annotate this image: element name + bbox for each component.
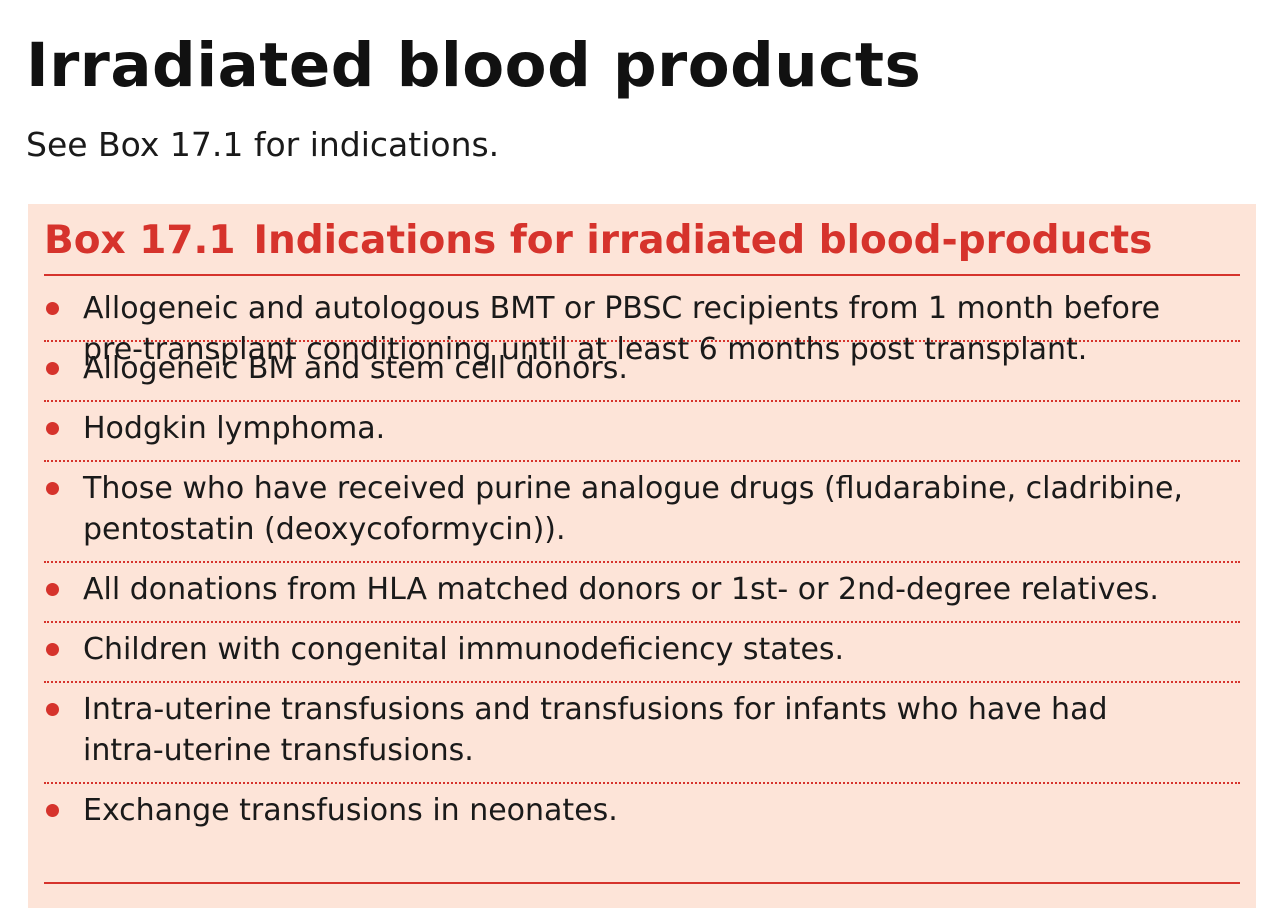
bullet-icon	[46, 302, 59, 315]
bullet-icon	[46, 362, 59, 375]
page-title: Irradiated blood products	[26, 30, 922, 101]
list-item: Intra-uterine transfusions and transfusi…	[44, 683, 1240, 784]
list-item-text: Intra-uterine transfusions and transfusi…	[83, 692, 1108, 768]
list-item: Those who have received purine analogue …	[44, 462, 1240, 563]
list-item: Allogeneic BM and stem cell donors.	[44, 342, 1240, 402]
bullet-icon	[46, 804, 59, 817]
list-item-text: Hodgkin lymphoma.	[83, 411, 386, 446]
bullet-icon	[46, 583, 59, 596]
box-top-rule	[44, 274, 1240, 276]
intro-text: See Box 17.1 for indications.	[26, 125, 500, 164]
list-item: All donations from HLA matched donors or…	[44, 563, 1240, 623]
list-item: Allogeneic and autologous BMT or PBSC re…	[44, 282, 1240, 367]
list-item: Exchange transfusions in neonates.	[44, 784, 1240, 844]
list-item-text: Children with congenital immunodeficienc…	[83, 632, 845, 667]
list-item-text: Allogeneic BM and stem cell donors.	[83, 351, 628, 386]
bullet-icon	[46, 422, 59, 435]
list-item-text: All donations from HLA matched donors or…	[83, 572, 1159, 607]
box-heading-text: Indications for irradiated blood-product…	[253, 218, 1153, 263]
box-bottom-rule	[44, 882, 1240, 884]
bullet-icon	[46, 482, 59, 495]
list-item-text: Allogeneic and autologous BMT or PBSC re…	[83, 291, 1161, 367]
indications-list: Allogeneic and autologous BMT or PBSC re…	[44, 282, 1240, 844]
box-heading: Box 17.1 Indications for irradiated blood…	[44, 216, 1152, 266]
bullet-icon	[46, 643, 59, 656]
list-item: Hodgkin lymphoma.	[44, 402, 1240, 462]
indications-box: Box 17.1 Indications for irradiated blood…	[28, 204, 1256, 908]
list-item-text: Exchange transfusions in neonates.	[83, 793, 618, 828]
bullet-icon	[46, 703, 59, 716]
list-item-text: Those who have received purine analogue …	[83, 471, 1183, 547]
box-number: Box 17.1	[44, 218, 236, 263]
list-item: Children with congenital immunodeficienc…	[44, 623, 1240, 683]
